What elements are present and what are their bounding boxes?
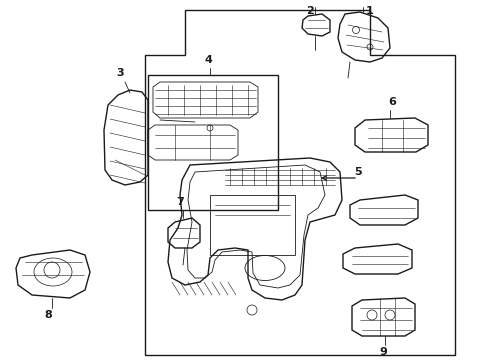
Text: 4: 4 [204, 55, 212, 65]
Text: 3: 3 [116, 68, 124, 78]
Text: 9: 9 [379, 347, 387, 357]
Bar [210, 195, 295, 255]
Text: 8: 8 [44, 310, 52, 320]
Text: 5: 5 [354, 167, 362, 177]
Text: 7: 7 [176, 197, 184, 207]
Text: 6: 6 [388, 97, 396, 107]
Text: 2: 2 [306, 6, 314, 16]
Bar [148, 75, 278, 210]
Text: 1: 1 [366, 6, 374, 16]
